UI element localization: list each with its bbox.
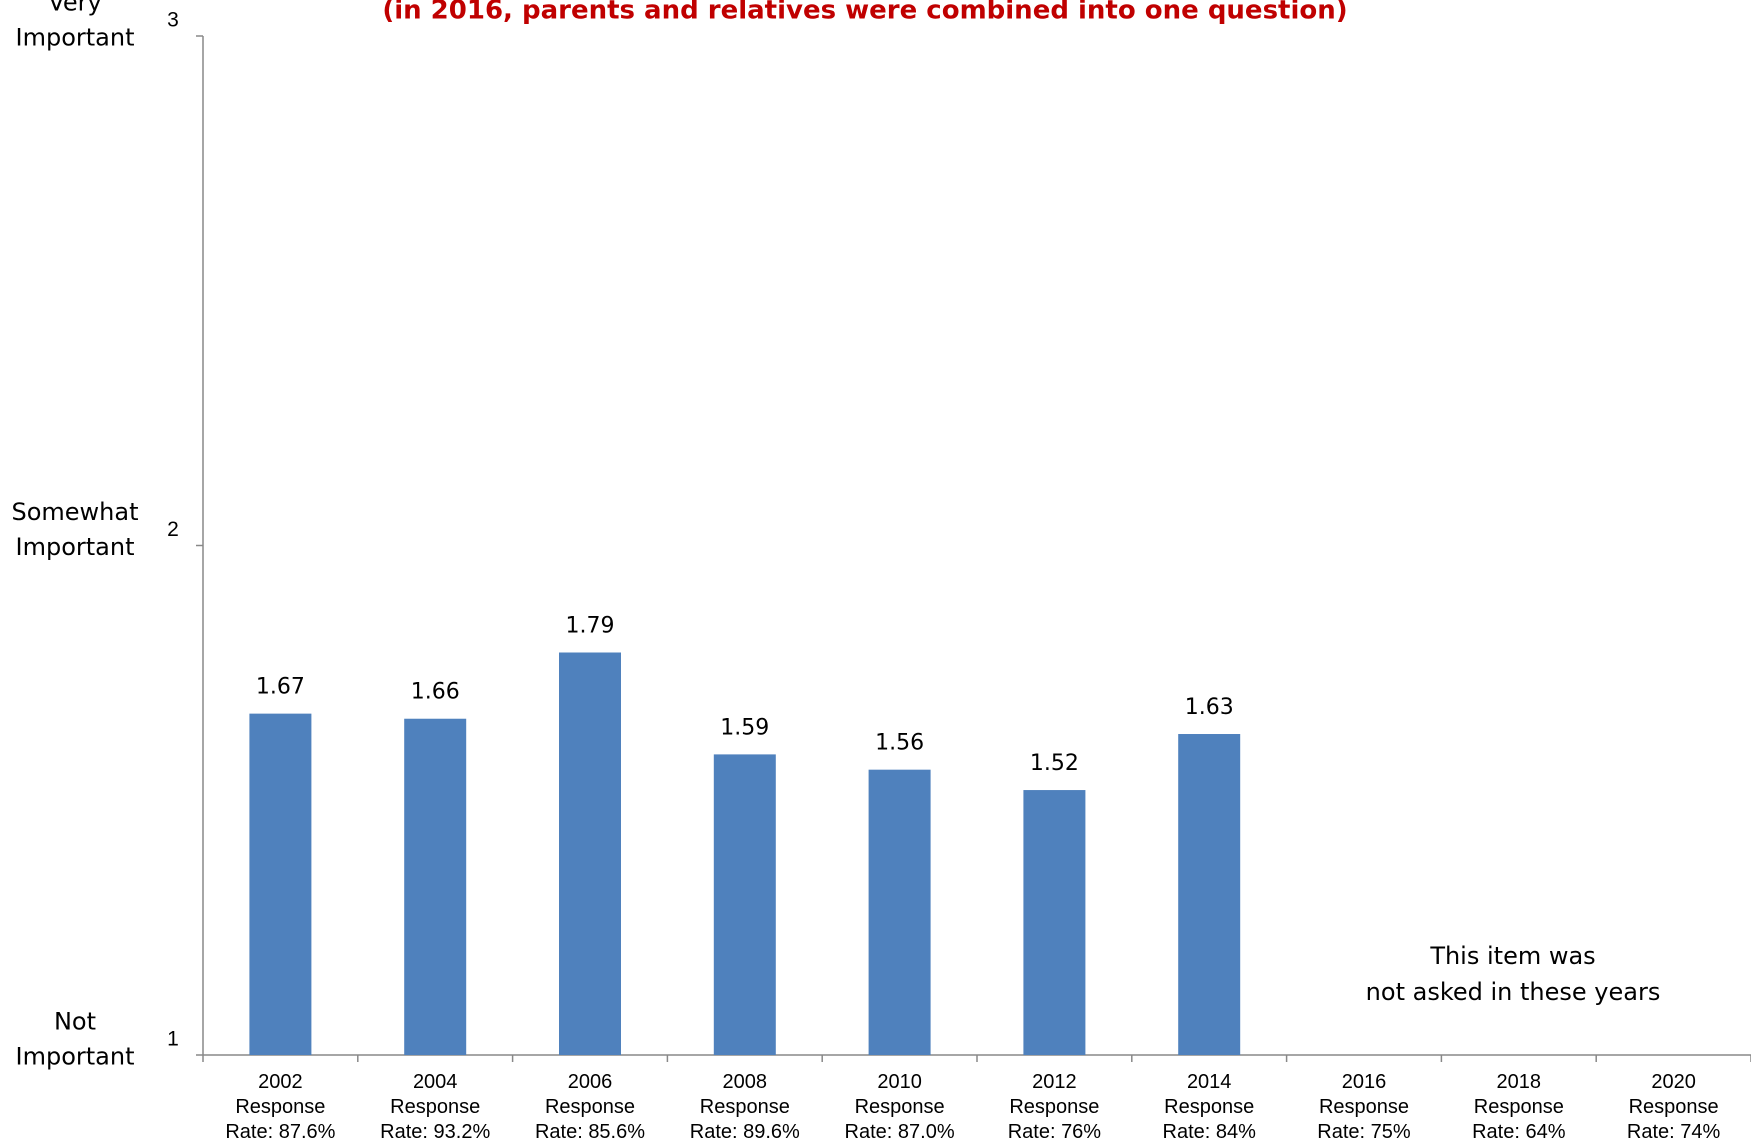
y-tick-label: 3 — [167, 9, 179, 32]
y-tick-title: Very Important — [16, 0, 135, 52]
y-tick-label: 2 — [167, 518, 179, 541]
y-tick-label: 1 — [167, 1028, 179, 1051]
x-tick-label: 2016 Response Rate: 75% — [1317, 1071, 1411, 1143]
x-tick-label: 2012 Response Rate: 76% — [1008, 1071, 1102, 1143]
x-tick-label: 2014 Response Rate: 84% — [1163, 1071, 1257, 1143]
y-tick-title: Not Important — [16, 1008, 135, 1071]
value-label: 1.52 — [1030, 751, 1079, 776]
x-tick-label: 2010 Response Rate: 87.0% — [845, 1071, 955, 1143]
x-tick-label: 2018 Response Rate: 64% — [1472, 1071, 1566, 1143]
bar — [1178, 734, 1241, 1055]
value-label: 1.66 — [411, 680, 460, 705]
bar — [1023, 790, 1086, 1055]
chart-title: (in 2016, parents and relatives were com… — [382, 0, 1347, 26]
bar — [868, 769, 931, 1055]
value-label: 1.59 — [720, 715, 769, 740]
x-tick-label: 2008 Response Rate: 89.6% — [690, 1071, 800, 1143]
bar — [559, 652, 621, 1055]
value-label: 1.67 — [256, 675, 305, 700]
value-label: 1.79 — [566, 613, 615, 638]
x-tick-label: 2004 Response Rate: 93.2% — [380, 1071, 490, 1143]
bar — [404, 718, 467, 1055]
annotation: This item was not asked in these years — [1366, 942, 1661, 1006]
y-tick-title: Somewhat Important — [11, 498, 138, 561]
x-tick-label: 2020 Response Rate: 74% — [1627, 1071, 1721, 1143]
value-label: 1.56 — [875, 731, 924, 756]
x-tick-label: 2006 Response Rate: 85.6% — [535, 1071, 645, 1143]
bar — [249, 713, 312, 1055]
value-label: 1.63 — [1185, 695, 1234, 720]
bar — [713, 754, 776, 1055]
x-tick-label: 2002 Response Rate: 87.6% — [225, 1071, 335, 1143]
